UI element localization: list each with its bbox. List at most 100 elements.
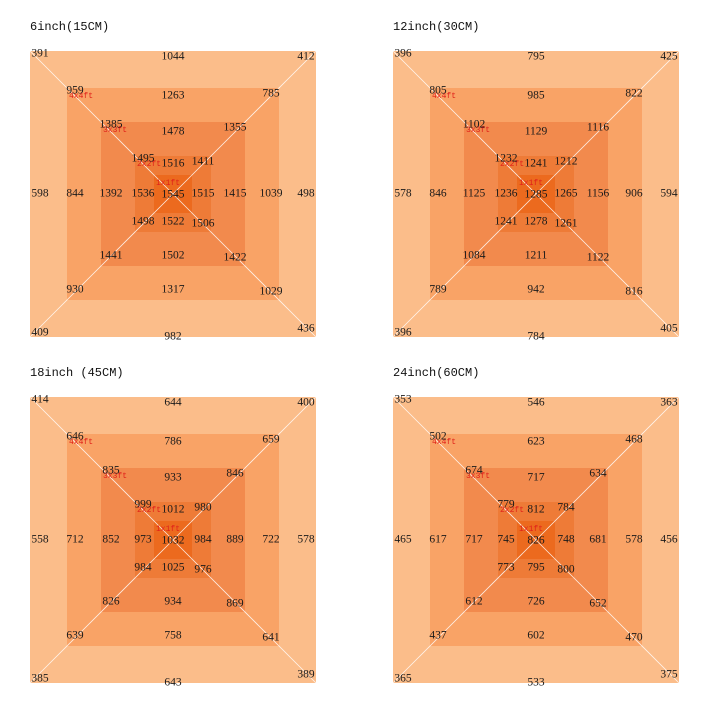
ppfd-value-r3-l: 1125 <box>463 188 486 200</box>
ppfd-panel-3: 18inch (45CM) 4x4ft 3x3ft 2x2ft 1x1ft 414 644… <box>29 366 370 696</box>
ppfd-value-r2-r: 1265 <box>555 188 578 200</box>
ppfd-value-r4-br: 470 <box>625 632 643 644</box>
ppfd-value-r3-tl: 835 <box>102 465 120 477</box>
zone-label: 2x2ft <box>137 160 161 169</box>
ppfd-value-r3-b: 726 <box>527 596 545 608</box>
diagonal-line <box>392 50 537 195</box>
ppfd-value-r3-b: 1502 <box>162 250 185 262</box>
ppfd-value-r4-l: 846 <box>429 188 447 200</box>
ppfd-value-r4-tl: 646 <box>66 431 84 443</box>
ppfd-value-r2-bl: 984 <box>134 562 152 574</box>
ppfd-value-r3-t: 1478 <box>162 126 185 138</box>
diagonal-line <box>29 396 174 541</box>
ppfd-value-r3-tl: 1102 <box>463 119 486 131</box>
ppfd-value-r3-l: 1392 <box>100 188 123 200</box>
ppfd-value-r3-r: 1415 <box>224 188 247 200</box>
ppfd-value-r4-tl: 502 <box>429 431 447 443</box>
ppfd-value-outer-tr: 363 <box>660 397 678 409</box>
ppfd-value-r4-r: 1039 <box>260 188 283 200</box>
ppfd-value-r2-r: 748 <box>557 534 575 546</box>
ppfd-value-outer-bl: 365 <box>394 673 412 685</box>
ppfd-value-outer-b: 784 <box>527 331 545 343</box>
ppfd-value-outer-l: 465 <box>394 534 412 546</box>
ppfd-value-r2-tr: 784 <box>557 502 575 514</box>
ppfd-value-center: 1285 <box>525 189 548 201</box>
zone-label: 4x4ft <box>432 438 456 447</box>
ppfd-value-r4-t: 623 <box>527 436 545 448</box>
ppfd-value-r4-t: 985 <box>527 90 545 102</box>
panel-title: 6inch(15CM) <box>30 20 110 34</box>
zone-label: 4x4ft <box>69 438 93 447</box>
ppfd-value-r3-bl: 1441 <box>100 250 123 262</box>
diagonal-line <box>535 50 680 195</box>
ppfd-value-r2-tl: 1232 <box>495 153 518 165</box>
ppfd-value-r4-b: 758 <box>164 630 182 642</box>
ppfd-value-r2-b: 1522 <box>162 216 185 228</box>
ppfd-value-r4-br: 1029 <box>260 286 283 298</box>
diagonal-line <box>392 539 537 684</box>
ppfd-value-outer-tl: 414 <box>31 394 49 406</box>
ppfd-value-r3-t: 1129 <box>525 126 548 138</box>
ppfd-value-r4-bl: 930 <box>66 284 84 296</box>
diagonal-line <box>392 193 537 338</box>
ppfd-value-r3-tr: 634 <box>589 468 607 480</box>
ppfd-value-outer-tr: 425 <box>660 51 678 63</box>
ppfd-value-r4-l: 712 <box>66 534 84 546</box>
ppfd-panel-1: 6inch(15CM) 4x4ft 3x3ft 2x2ft 1x1ft 391 1044 4… <box>29 20 370 350</box>
ppfd-value-r4-tl: 959 <box>66 85 84 97</box>
zone-label: 1x1ft <box>156 179 180 188</box>
diagonal-line <box>172 50 317 195</box>
ppfd-value-r2-tl: 999 <box>134 499 152 511</box>
ppfd-value-r4-b: 602 <box>527 630 545 642</box>
ppfd-value-r2-t: 812 <box>527 504 545 516</box>
ppfd-value-r4-bl: 437 <box>429 630 447 642</box>
ppfd-value-r4-tr: 659 <box>262 434 280 446</box>
ppfd-value-r4-tr: 468 <box>625 434 643 446</box>
ppfd-value-outer-bl: 385 <box>31 673 49 685</box>
ppfd-value-center: 1545 <box>162 189 185 201</box>
ppfd-value-r4-r: 722 <box>262 534 280 546</box>
ppfd-value-outer-r: 498 <box>297 188 315 200</box>
ppfd-value-r4-r: 906 <box>625 188 643 200</box>
ppfd-value-r2-t: 1012 <box>162 504 185 516</box>
zone-label: 3x3ft <box>466 126 490 135</box>
ppfd-value-outer-tr: 400 <box>297 397 315 409</box>
panel-title: 18inch (45CM) <box>30 366 124 380</box>
ppfd-value-r3-r: 1156 <box>587 188 610 200</box>
ppfd-value-r3-bl: 826 <box>102 596 120 608</box>
ppfd-value-outer-b: 982 <box>164 331 182 343</box>
ppfd-value-r3-tl: 1385 <box>100 119 123 131</box>
ppfd-value-outer-l: 558 <box>31 534 49 546</box>
ppfd-value-r3-tr: 1355 <box>224 122 247 134</box>
ppfd-value-r2-b: 795 <box>527 562 545 574</box>
diagonal-line <box>172 396 317 541</box>
ppfd-value-r2-br: 1261 <box>555 218 578 230</box>
diagonal-line <box>392 396 537 541</box>
ppfd-value-outer-bl: 396 <box>394 327 412 339</box>
ppfd-value-r2-tr: 1212 <box>555 156 578 168</box>
ppfd-value-r3-r: 681 <box>589 534 607 546</box>
diagonal-line <box>172 539 317 684</box>
ppfd-value-r4-l: 844 <box>66 188 84 200</box>
ppfd-value-r4-bl: 639 <box>66 630 84 642</box>
zone-label: 1x1ft <box>519 179 543 188</box>
ppfd-grid: 4x4ft 3x3ft 2x2ft 1x1ft 414 644 400 558 578 385 64… <box>29 394 317 689</box>
diagonal-line <box>535 396 680 541</box>
ppfd-value-r2-bl: 1498 <box>132 216 155 228</box>
ppfd-value-outer-tl: 391 <box>31 48 49 60</box>
ppfd-value-r3-br: 1122 <box>587 252 610 264</box>
diagonal-line <box>535 539 680 684</box>
diagonal-line <box>172 193 317 338</box>
ppfd-value-outer-r: 594 <box>660 188 678 200</box>
ppfd-value-r4-r: 578 <box>625 534 643 546</box>
ppfd-value-r4-br: 816 <box>625 286 643 298</box>
ppfd-value-r3-bl: 1084 <box>463 250 486 262</box>
ppfd-value-outer-tl: 353 <box>394 394 412 406</box>
ppfd-grid: 4x4ft 3x3ft 2x2ft 1x1ft 396 795 425 578 594 396 78… <box>392 48 680 343</box>
ppfd-value-outer-l: 578 <box>394 188 412 200</box>
panel-title: 12inch(30CM) <box>393 20 480 34</box>
ppfd-value-r4-tr: 822 <box>625 88 643 100</box>
ppfd-value-outer-t: 644 <box>164 397 182 409</box>
ppfd-value-r3-t: 717 <box>527 472 545 484</box>
zone-label: 1x1ft <box>519 525 543 534</box>
